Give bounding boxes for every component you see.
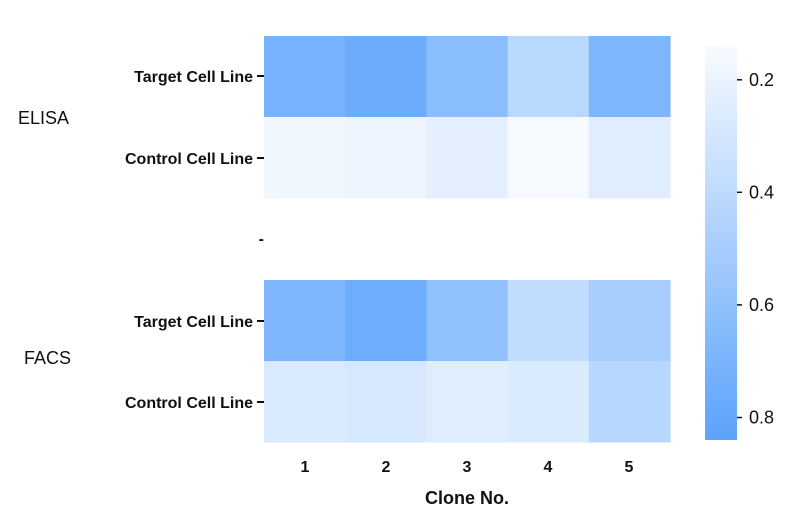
- group-label-facs: FACS: [24, 348, 71, 368]
- row-label-facs-control: Control Cell Line: [125, 395, 253, 412]
- heatmap-cell-r5-c5: [588, 361, 671, 443]
- colorbar-tick-label-3: 0.6: [749, 295, 774, 315]
- heatmap-cell-r2-c5: [588, 117, 671, 199]
- colorbar-tick-label-2: 0.4: [749, 182, 774, 202]
- heatmap-cell-r4-c5: [588, 280, 671, 362]
- heatmap-cell-r2-c4: [507, 117, 590, 199]
- heatmap-cell-r4-c1: [264, 280, 346, 362]
- row-label-facs-target: Target Cell Line: [134, 314, 253, 331]
- y-tick-marks: [257, 75, 264, 403]
- x-tick-label-1: 1: [301, 459, 310, 476]
- row-label-spacer: -: [259, 231, 264, 248]
- colorbar: [705, 46, 737, 440]
- group-label-elisa: ELISA: [18, 108, 69, 128]
- heatmap-cell-r4-c2: [345, 280, 427, 362]
- row-label-elisa-control: Control Cell Line: [125, 151, 253, 168]
- heatmap-cell-r4-c4: [507, 280, 590, 362]
- heatmap-cell-r1-c3: [426, 36, 509, 118]
- x-tick-label-5: 5: [625, 459, 634, 476]
- heatmap-cell-r5-c2: [345, 361, 427, 443]
- heatmap-cell-r4-c3: [426, 280, 509, 362]
- heatmap-cell-r2-c3: [426, 117, 509, 199]
- heatmap-cell-r1-c2: [345, 36, 427, 118]
- x-tick-label-2: 2: [382, 459, 391, 476]
- heatmap-cell-r5-c3: [426, 361, 509, 443]
- heatmap-cell-r2-c2: [345, 117, 427, 199]
- colorbar-ticks: 0.2 0.4 0.6 0.8: [737, 70, 774, 428]
- x-tick-label-4: 4: [544, 459, 553, 476]
- heatmap-cell-r2-c1: [264, 117, 346, 199]
- row-label-elisa-target: Target Cell Line: [134, 69, 253, 86]
- heatmap-cell-r5-c1: [264, 361, 346, 443]
- heatmap-cell-r1-c4: [507, 36, 590, 118]
- colorbar-tick-label-4: 0.8: [749, 408, 774, 428]
- colorbar-tick-label-1: 0.2: [749, 70, 774, 90]
- heatmap-cell-r5-c4: [507, 361, 590, 443]
- x-axis-title: Clone No.: [425, 488, 509, 508]
- x-tick-label-3: 3: [463, 459, 472, 476]
- heatmap-cells: [264, 36, 671, 443]
- heatmap-cell-r1-c1: [264, 36, 346, 118]
- heatmap-cell-r1-c5: [588, 36, 671, 118]
